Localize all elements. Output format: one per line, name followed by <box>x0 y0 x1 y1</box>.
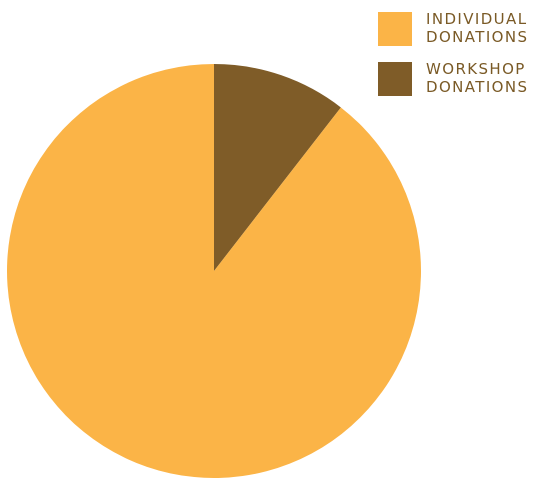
chart-legend: INDIVIDUAL DONATIONS WORKSHOP DONATIONS <box>378 10 550 110</box>
legend-swatch-workshop-donations <box>378 62 412 96</box>
legend-label-individual-donations: INDIVIDUAL DONATIONS <box>426 10 529 46</box>
legend-label-workshop-donations: WORKSHOP DONATIONS <box>426 60 529 96</box>
pie-slice-individual-donations <box>7 64 422 479</box>
pie-slice-workshop-donations <box>214 64 341 271</box>
legend-item-workshop-donations: WORKSHOP DONATIONS <box>378 60 550 96</box>
legend-item-individual-donations: INDIVIDUAL DONATIONS <box>378 10 550 46</box>
legend-swatch-individual-donations <box>378 12 412 46</box>
